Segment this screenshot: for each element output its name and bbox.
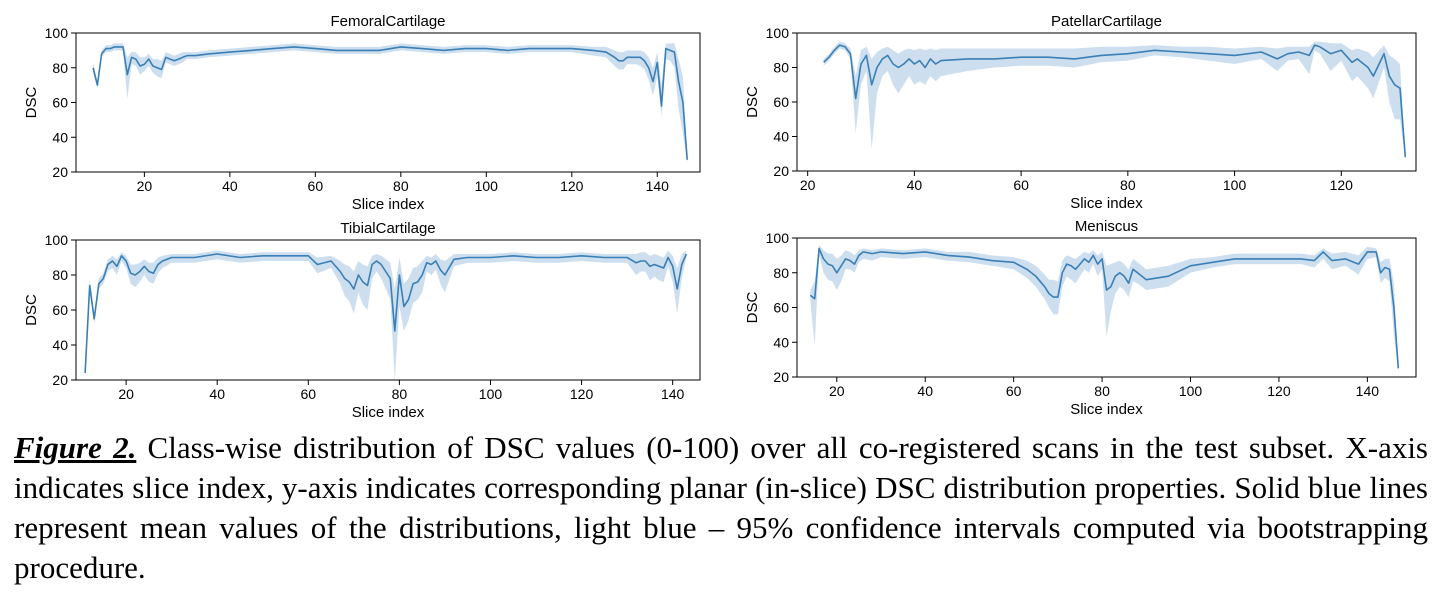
tibial-mean-line — [84, 253, 688, 374]
meniscus-ytick-label: 100 — [766, 230, 790, 246]
patellar-ylabel: DSC — [744, 86, 761, 118]
femoral-xtick-label: 140 — [646, 178, 670, 194]
femoral-title: FemoralCartilage — [330, 13, 445, 30]
patellar-xtick-label: 100 — [1223, 177, 1247, 193]
patellar-ci-band — [823, 41, 1406, 161]
meniscus-xtick-label: 40 — [917, 383, 933, 399]
caption-label: Figure 2. — [14, 430, 137, 465]
femoral-ytick-label: 80 — [52, 60, 68, 76]
meniscus-xtick-label: 20 — [829, 383, 845, 399]
patellar-ytick-label: 40 — [773, 129, 789, 145]
tibial-ytick-label: 80 — [52, 267, 68, 283]
tibial-xtick-label: 60 — [301, 386, 317, 402]
patellar-ytick-label: 100 — [766, 25, 790, 41]
femoral-mean-line — [92, 46, 688, 160]
femoral-xtick-label: 80 — [393, 178, 409, 194]
patellar-xtick-label: 60 — [1013, 177, 1029, 193]
femoral-ytick-label: 40 — [52, 129, 68, 145]
patellar-xtick-label: 20 — [800, 177, 816, 193]
meniscus-ytick-label: 40 — [773, 334, 789, 350]
patellar-xtick-label: 80 — [1120, 177, 1136, 193]
meniscus-xtick-label: 140 — [1356, 383, 1380, 399]
tibial-xtick-label: 100 — [479, 386, 503, 402]
femoral-xtick-label: 120 — [560, 178, 584, 194]
femoral-xtick-label: 40 — [222, 178, 238, 194]
tibial-xtick-label: 40 — [209, 386, 225, 402]
tibial-ytick-label: 60 — [52, 302, 68, 318]
femoral-ci-band — [93, 43, 688, 164]
tibial-xtick-label: 140 — [661, 386, 685, 402]
tibial-ytick-label: 20 — [52, 372, 68, 388]
tibial-xtick-label: 20 — [118, 386, 134, 402]
femoral-xtick-label: 60 — [308, 178, 324, 194]
chart-meniscus: 20 40 60 80 100 120 140 20 40 60 80 100 Meniscus Slic… — [744, 218, 1417, 418]
patellar-mean-line — [823, 44, 1407, 158]
figure-caption: Figure 2. Class-wise distribution of DSC… — [14, 428, 1428, 588]
femoral-xtick-label: 20 — [137, 178, 153, 194]
femoral-xlabel: Slice index — [352, 196, 425, 213]
tibial-ylabel: DSC — [23, 294, 40, 326]
tibial-xtick-label: 120 — [570, 386, 594, 402]
meniscus-xlabel: Slice index — [1070, 401, 1143, 418]
meniscus-xtick-label: 120 — [1267, 383, 1291, 399]
figure-charts: 20 40 60 80 100 120 140 20 40 60 80 100 FemoralCarti… — [23, 13, 1417, 421]
meniscus-xtick-label: 80 — [1094, 383, 1110, 399]
tibial-xlabel: Slice index — [352, 404, 425, 421]
meniscus-ytick-label: 80 — [773, 265, 789, 281]
tibial-ytick-label: 100 — [45, 232, 69, 248]
patellar-xlabel: Slice index — [1070, 195, 1143, 212]
femoral-ylabel: DSC — [23, 86, 40, 118]
meniscus-mean-line — [809, 247, 1400, 369]
charts-svg: 20 40 60 80 100 120 140 20 40 60 80 100 FemoralCarti… — [23, 13, 1417, 421]
femoral-ytick-label: 60 — [52, 95, 68, 111]
tibial-title: TibialCartilage — [340, 220, 435, 237]
chart-tibial: 20 40 60 80 100 120 140 20 40 60 80 100 TibialCartil… — [23, 220, 701, 421]
chart-patellar: 20 40 60 80 100 120 20 40 60 80 100 PatellarCartila… — [744, 13, 1417, 212]
patellar-xtick-label: 40 — [907, 177, 923, 193]
femoral-ytick-label: 100 — [45, 25, 69, 41]
tibial-xtick-label: 80 — [392, 386, 408, 402]
chart-femoral: 20 40 60 80 100 120 140 20 40 60 80 100 FemoralCarti… — [23, 13, 701, 213]
femoral-ytick-label: 20 — [52, 164, 68, 180]
caption-text: Class-wise distribution of DSC values (0… — [14, 430, 1428, 585]
meniscus-xtick-label: 60 — [1006, 383, 1022, 399]
patellar-ytick-label: 60 — [773, 94, 789, 110]
meniscus-ytick-label: 20 — [773, 369, 789, 385]
meniscus-ylabel: DSC — [744, 291, 761, 323]
meniscus-title: Meniscus — [1075, 218, 1138, 235]
meniscus-ci-band — [810, 245, 1399, 372]
femoral-xtick-label: 100 — [475, 178, 499, 194]
meniscus-ytick-label: 60 — [773, 300, 789, 316]
meniscus-xtick-label: 100 — [1179, 383, 1203, 399]
patellar-ytick-label: 80 — [773, 60, 789, 76]
patellar-xtick-label: 120 — [1330, 177, 1354, 193]
tibial-ci-band — [85, 250, 687, 380]
patellar-ytick-label: 20 — [773, 163, 789, 179]
patellar-title: PatellarCartilage — [1051, 13, 1162, 30]
tibial-ytick-label: 40 — [52, 337, 68, 353]
